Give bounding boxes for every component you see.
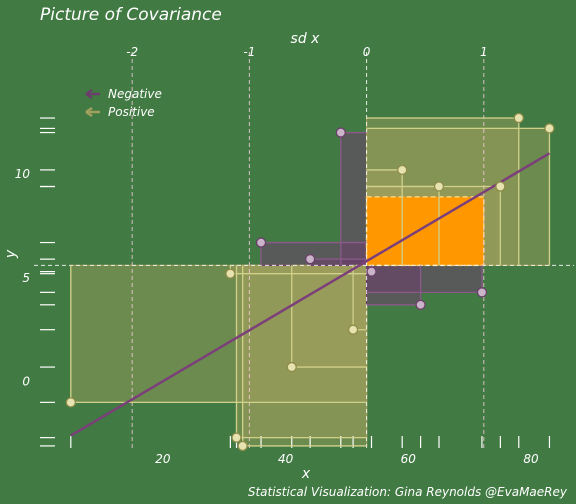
data-points [65, 112, 555, 452]
data-point-7 [335, 127, 346, 138]
data-point-10 [397, 164, 408, 176]
y-tick-label-1: 5 [22, 271, 30, 285]
top-tick-label-1: -1 [243, 45, 255, 59]
fit-line [70, 152, 551, 437]
data-point-11 [415, 299, 426, 310]
cov-rect-8 [352, 264, 368, 331]
sd-box [365, 196, 485, 267]
legend-negative-label: Negative [108, 87, 162, 101]
top-tick-label-0: -2 [126, 45, 138, 59]
data-point-9 [366, 266, 377, 277]
cov-rect-0 [70, 264, 368, 403]
cov-rect-7 [340, 131, 368, 266]
data-point-4 [255, 237, 267, 248]
data-point-13 [476, 287, 488, 298]
x-tick-label-3: 80 [523, 452, 539, 466]
data-point-2 [237, 440, 248, 452]
x-tick-label-1: 40 [278, 452, 294, 466]
cov-rect-13 [365, 264, 483, 293]
x-tick-label-0: 20 [155, 452, 171, 466]
top-axis-title: sd x [291, 31, 321, 47]
y-tick-label-0: 0 [22, 375, 30, 389]
tick-labels: 20 40 60 80 0 5 10 -2 -1 0 1 [15, 45, 539, 466]
legend-negative-arrowhead [85, 88, 93, 100]
caption: Statistical Visualization: Gina Reynolds… [248, 485, 568, 499]
data-point-6 [304, 254, 316, 265]
sd-box-group [365, 196, 485, 267]
data-point-12 [433, 181, 445, 192]
covariance-rectangles [70, 117, 551, 447]
fit-line-group [70, 152, 551, 437]
top-tick-label-3: 1 [480, 45, 488, 59]
data-point-15 [513, 112, 524, 124]
data-point-3 [225, 268, 236, 279]
data-point-1 [231, 432, 242, 443]
data-point-16 [544, 123, 555, 134]
cov-rect-2 [242, 264, 368, 447]
data-point-0 [65, 397, 76, 408]
legend-positive-arrowhead [85, 106, 93, 118]
x-tick-label-2: 60 [401, 452, 417, 466]
x-axis-title: x [301, 466, 311, 482]
y-tick-label-2: 10 [15, 167, 31, 181]
legend-positive-label: Positive [108, 105, 155, 119]
data-point-14 [495, 181, 506, 192]
top-tick-label-2: 0 [363, 45, 371, 59]
data-point-5 [286, 361, 297, 373]
y-axis-title: y [3, 249, 19, 259]
chart-title: Picture of Covariance [40, 5, 222, 25]
data-point-8 [347, 324, 359, 335]
legend: Negative Positive [85, 87, 162, 119]
